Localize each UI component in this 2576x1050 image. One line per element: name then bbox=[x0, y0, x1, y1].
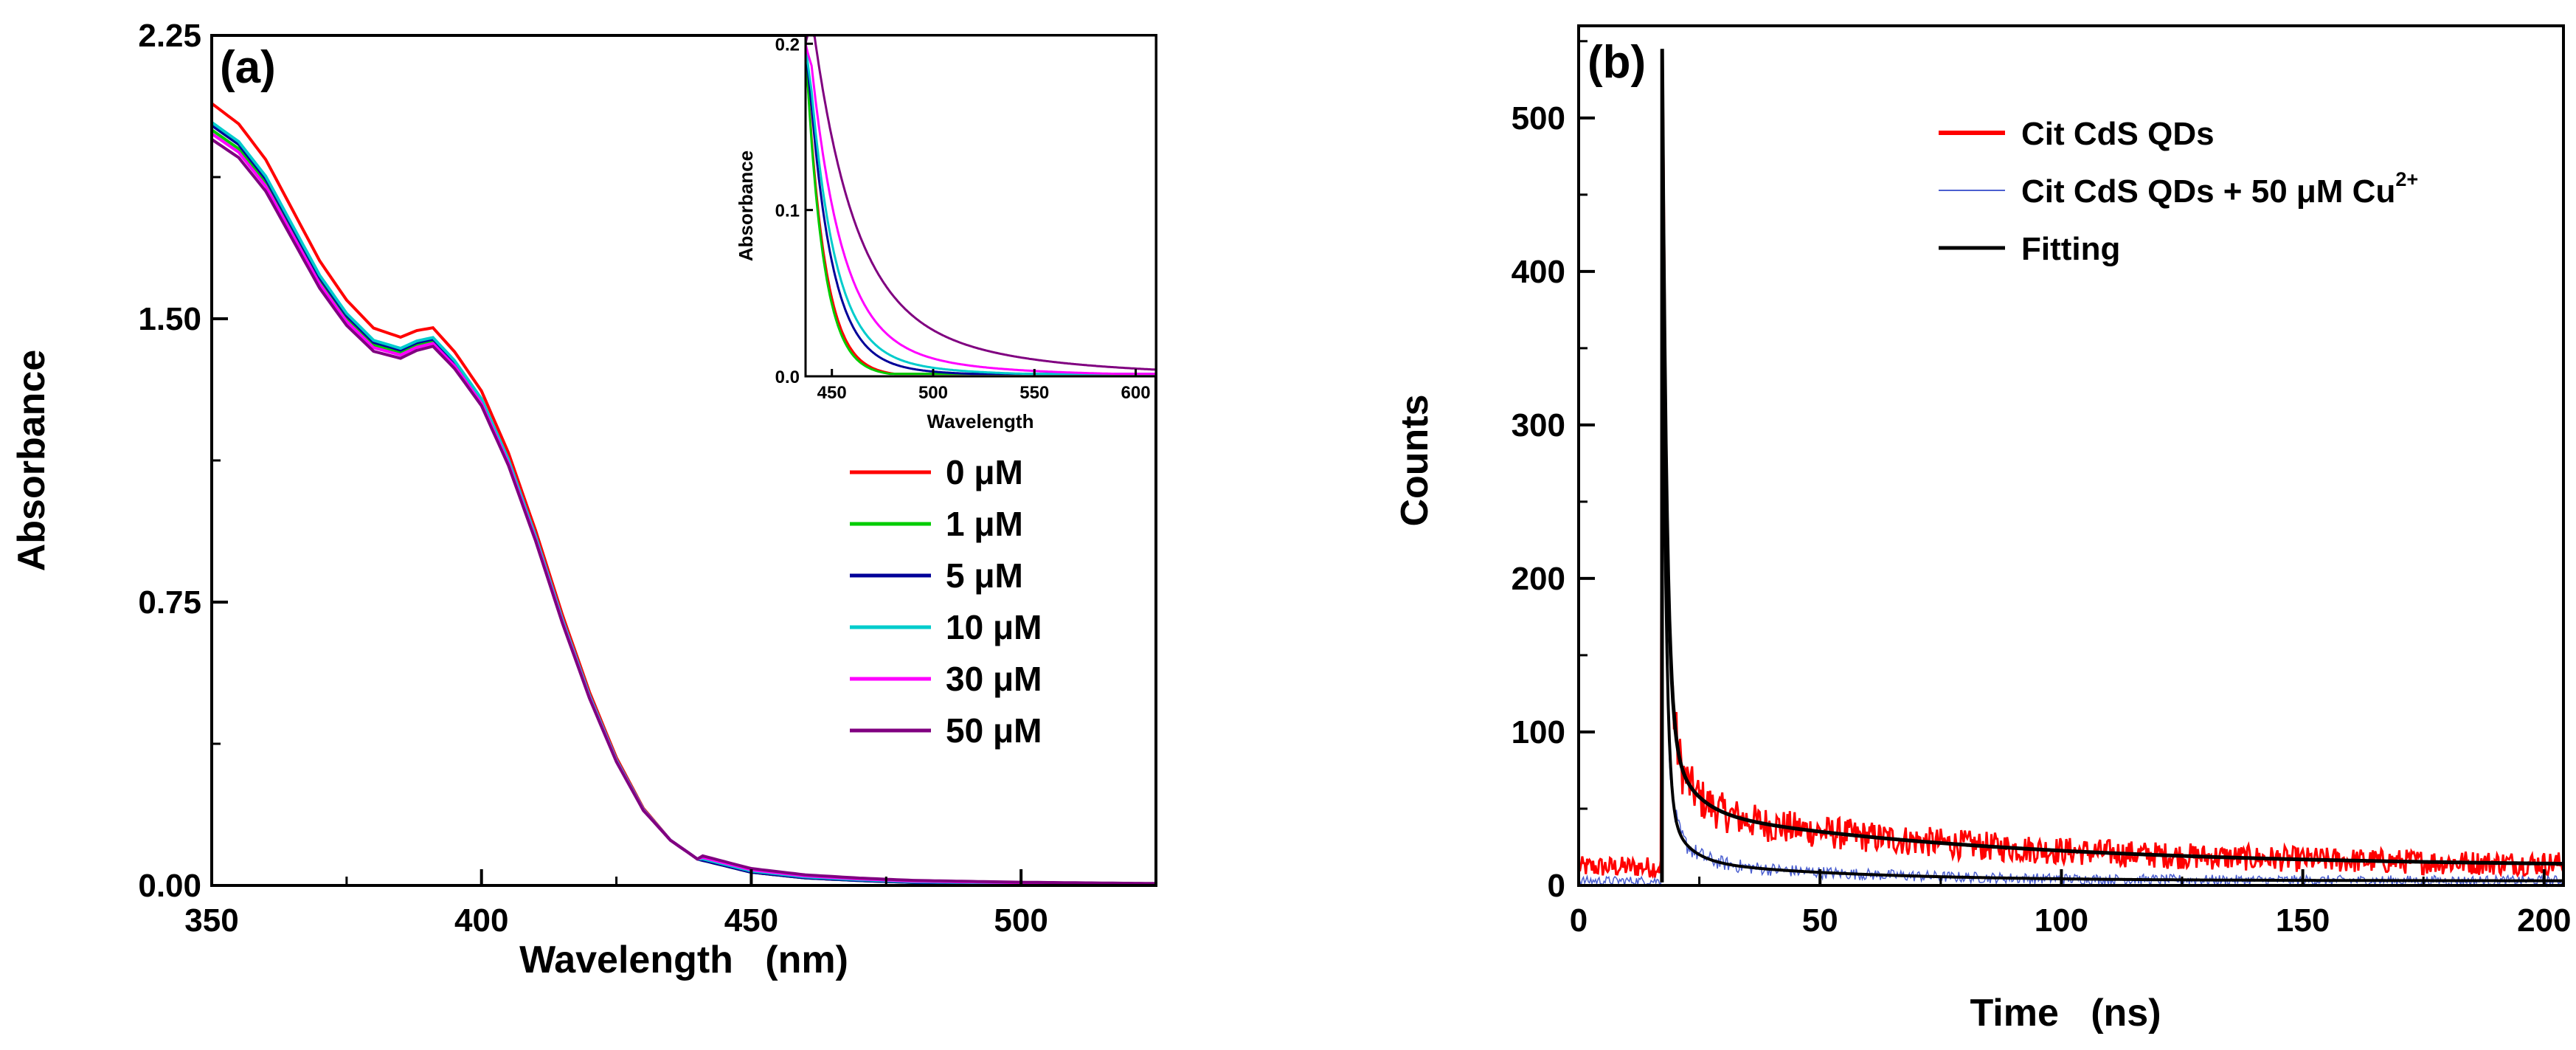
panel-b-y-title: Counts bbox=[1393, 394, 1436, 526]
panel-a-xtick-label-2: 450 bbox=[724, 902, 778, 939]
panel-b-x-title: Time (ns) bbox=[1970, 992, 2161, 1035]
panel-b-ytick-label-4: 400 bbox=[1512, 254, 1565, 290]
inset-xtick-label-3: 600 bbox=[1121, 383, 1151, 403]
panel-b-chart: 0 50 100 150 200 0 100 200 300 400 500 (b) Time (n… bbox=[1393, 24, 2572, 1035]
legend-b-2-label: Fitting bbox=[2021, 231, 2120, 267]
inset-xtick-label-1: 500 bbox=[918, 383, 948, 403]
panel-a-curves bbox=[210, 102, 1157, 886]
inset-series-4 bbox=[804, 43, 1156, 376]
panel-b-series-1 bbox=[1578, 162, 2564, 888]
panel-b-frame bbox=[1577, 24, 2565, 887]
panel-a-inset: 450 500 550 600 0.0 0.1 0.2 Wavelength Absorba… bbox=[735, 34, 1157, 432]
panel-a-label: (a) bbox=[220, 42, 276, 93]
panel-b-ytick-label-0: 0 bbox=[1548, 868, 1565, 904]
panel-b-legend: Cit CdS QDs Cit CdS QDs + 50 μM Cu2+ Fit… bbox=[1939, 116, 2418, 267]
inset-ytick-label-2: 0.2 bbox=[775, 35, 800, 55]
panel-b-xtick-label-2: 100 bbox=[2035, 902, 2088, 939]
legend-a-2-label: 5 μM bbox=[946, 556, 1023, 595]
panel-a-legend: 0 μM 1 μM 5 μM 10 μM 30 μM 50 μM bbox=[850, 453, 1042, 750]
panel-a-xtick-label-0: 350 bbox=[184, 902, 238, 939]
legend-b-0-label: Cit CdS QDs bbox=[2021, 116, 2215, 152]
panel-a-xtick-label-1: 400 bbox=[454, 902, 508, 939]
panel-b-ytick-label-2: 200 bbox=[1512, 561, 1565, 597]
panel-a-ytick-label-3: 2.25 bbox=[138, 18, 201, 54]
inset-frame bbox=[804, 34, 1157, 378]
legend-b-2: Fitting bbox=[1939, 231, 2120, 267]
legend-a-3: 10 μM bbox=[850, 608, 1042, 646]
legend-b-0: Cit CdS QDs bbox=[1939, 116, 2215, 152]
panel-a-ytick-label-1: 0.75 bbox=[138, 584, 201, 621]
inset-xtick-label-0: 450 bbox=[817, 383, 847, 403]
panel-b-series-0 bbox=[1577, 108, 2565, 880]
panel-a-ticks: 350 400 450 500 0.00 0.75 1.50 2.25 bbox=[138, 18, 1048, 939]
legend-b-1-superscript: 2+ bbox=[2395, 168, 2418, 190]
panel-a-x-title: Wavelength (nm) bbox=[519, 939, 848, 981]
panel-b-ytick-label-5: 500 bbox=[1512, 100, 1565, 137]
panel-b-xtick-label-0: 0 bbox=[1570, 902, 1588, 939]
legend-a-5-label: 50 μM bbox=[946, 711, 1042, 750]
inset-ticks: 450 500 550 600 0.0 0.1 0.2 bbox=[775, 35, 1151, 403]
legend-a-2: 5 μM bbox=[850, 556, 1023, 595]
legend-b-1-label: Cit CdS QDs + 50 μM Cu2+ bbox=[2021, 168, 2418, 210]
panel-b-xtick-label-1: 50 bbox=[1802, 902, 1838, 939]
panel-b-ytick-label-3: 300 bbox=[1512, 407, 1565, 443]
inset-x-title: Wavelength bbox=[927, 410, 1034, 432]
legend-b-1-text: Cit CdS QDs + 50 μM Cu bbox=[2021, 173, 2395, 210]
panel-a-ytick-label-0: 0.00 bbox=[138, 868, 201, 904]
legend-a-0: 0 μM bbox=[850, 453, 1023, 491]
legend-a-1-label: 1 μM bbox=[946, 505, 1023, 543]
legend-a-4: 30 μM bbox=[850, 660, 1042, 698]
panel-b-ticks: 0 50 100 150 200 0 100 200 300 400 500 bbox=[1512, 40, 2572, 939]
legend-a-5: 50 μM bbox=[850, 711, 1042, 750]
legend-b-1: Cit CdS QDs + 50 μM Cu2+ bbox=[1939, 168, 2418, 210]
panel-a-ytick-label-2: 1.50 bbox=[138, 301, 201, 337]
panel-a-chart: 350 400 450 500 0.00 0.75 1.50 2.25 (a) Wavelen… bbox=[10, 18, 1157, 981]
panel-a-xtick-label-3: 500 bbox=[994, 902, 1048, 939]
panel-b-xtick-label-3: 150 bbox=[2276, 902, 2330, 939]
legend-a-3-label: 10 μM bbox=[946, 608, 1042, 646]
inset-curves bbox=[804, 34, 1156, 376]
inset-ytick-label-1: 0.1 bbox=[775, 201, 800, 221]
panel-b-label: (b) bbox=[1588, 37, 1646, 88]
inset-y-title: Absorbance bbox=[735, 151, 757, 261]
inset-xtick-label-2: 550 bbox=[1019, 383, 1049, 403]
panel-b-ytick-label-1: 100 bbox=[1512, 714, 1565, 750]
panel-b-fit-1 bbox=[1660, 79, 2563, 883]
inset-series-5 bbox=[804, 34, 1156, 371]
legend-a-1: 1 μM bbox=[850, 505, 1023, 543]
panel-a-series-5 bbox=[210, 138, 1156, 885]
legend-a-4-label: 30 μM bbox=[946, 660, 1042, 698]
panel-b-xtick-label-4: 200 bbox=[2517, 902, 2571, 939]
panel-a-y-title: Absorbance bbox=[10, 350, 53, 572]
panel-b-curves bbox=[1577, 49, 2565, 888]
inset-ytick-label-0: 0.0 bbox=[775, 367, 800, 387]
legend-a-0-label: 0 μM bbox=[946, 453, 1023, 491]
panel-b-fit-0 bbox=[1660, 49, 2563, 883]
